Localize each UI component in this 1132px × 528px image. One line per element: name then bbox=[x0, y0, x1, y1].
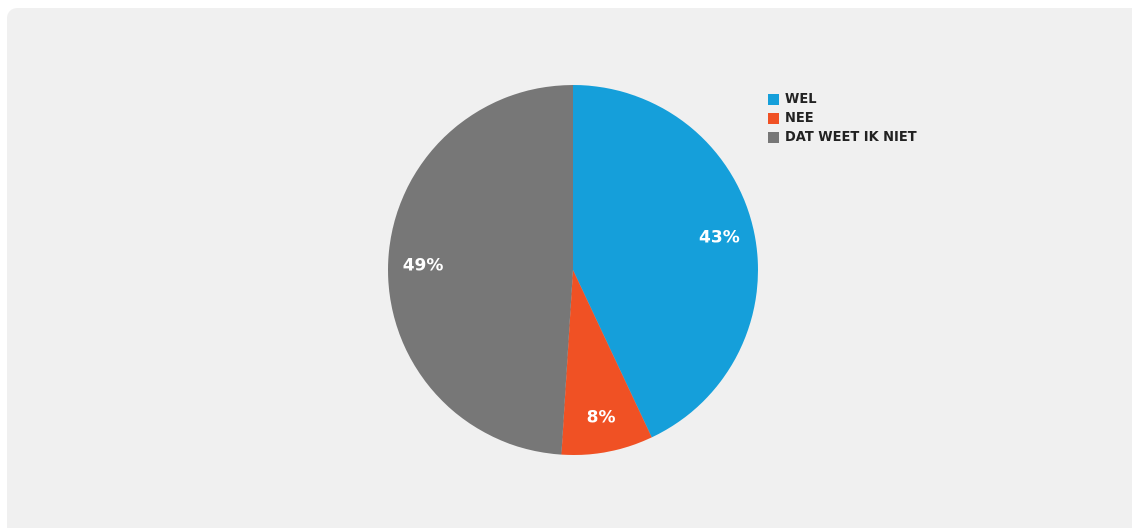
legend: WEL NEE DAT WEET IK NIET bbox=[768, 90, 917, 147]
legend-item-dat-weet-ik-niet: DAT WEET IK NIET bbox=[768, 128, 917, 147]
legend-label-nee: NEE bbox=[785, 111, 814, 126]
pie-slice-labels: 43% 8% 49% bbox=[403, 227, 740, 427]
pie-slices bbox=[388, 85, 758, 455]
legend-swatch-dat-weet-ik-niet bbox=[768, 132, 779, 143]
legend-swatch-wel bbox=[768, 94, 779, 105]
legend-swatch-nee bbox=[768, 113, 779, 124]
legend-label-wel: WEL bbox=[785, 92, 817, 107]
legend-item-wel: WEL bbox=[768, 90, 917, 109]
pie-slice-dat-weet-ik-niet bbox=[388, 85, 573, 455]
pie-slice-wel bbox=[573, 85, 758, 438]
legend-label-dat-weet-ik-niet: DAT WEET IK NIET bbox=[785, 130, 917, 145]
chart-panel: 43% 8% 49% WEL NEE DAT WEET IK NIET bbox=[7, 8, 1132, 528]
legend-item-nee: NEE bbox=[768, 109, 917, 128]
pie-label-dat-weet-ik-niet: 49% bbox=[403, 255, 444, 275]
pie-label-wel: 43% bbox=[699, 227, 740, 247]
pie-label-nee: 8% bbox=[587, 407, 616, 427]
pie-slice-nee bbox=[561, 270, 652, 455]
pie-chart: 43% 8% 49% bbox=[388, 85, 758, 455]
